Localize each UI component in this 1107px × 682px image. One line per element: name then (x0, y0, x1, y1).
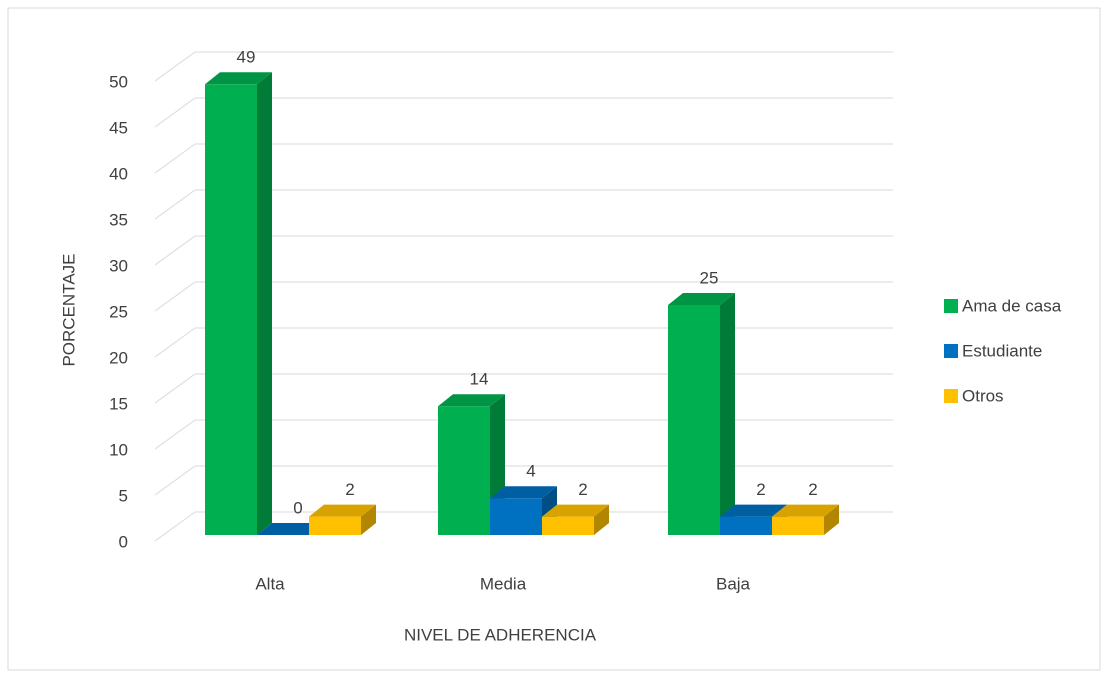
bar-face (309, 504, 376, 517)
grid-line-side (154, 235, 196, 266)
grid-line-side (154, 511, 196, 542)
bar-face (490, 498, 542, 535)
legend-swatch (944, 299, 958, 313)
bar (772, 504, 839, 535)
value-label: 2 (345, 480, 354, 499)
legend-label: Estudiante (962, 341, 1042, 360)
bar-face (205, 72, 272, 85)
y-axis-label: PORCENTAJE (59, 253, 78, 366)
legend-label: Otros (962, 386, 1004, 405)
legend-swatch (944, 389, 958, 403)
bar-face (309, 516, 361, 535)
bar-face (257, 523, 324, 535)
grid-line-side (154, 281, 196, 312)
legend-swatch (944, 344, 958, 358)
bar-face (205, 84, 257, 535)
value-label: 2 (808, 480, 817, 499)
bar-face (772, 504, 839, 517)
y-tick-label: 10 (109, 440, 128, 459)
bar (257, 523, 324, 535)
bar-face (438, 406, 490, 535)
y-tick-label: 15 (109, 394, 128, 413)
x-tick-label: Alta (255, 574, 285, 593)
y-tick-label: 25 (109, 302, 128, 321)
bar-face (542, 504, 609, 517)
x-tick-label: Media (480, 574, 527, 593)
bar-face (542, 516, 594, 535)
bar-face (361, 504, 376, 535)
bar-face (824, 504, 839, 535)
grid-line-side (154, 143, 196, 174)
y-tick-label: 50 (109, 72, 128, 91)
grid-line-side (154, 327, 196, 358)
grid-line-side (154, 373, 196, 404)
grid-line-side (154, 97, 196, 128)
value-label: 49 (237, 48, 256, 67)
value-label: 4 (526, 462, 535, 481)
value-label: 2 (756, 480, 765, 499)
grid-line-side (154, 51, 196, 82)
y-tick-label: 30 (109, 256, 128, 275)
y-tick-label: 40 (109, 164, 128, 183)
y-tick-label: 0 (119, 532, 128, 551)
x-tick-label: Baja (716, 574, 751, 593)
y-tick-label: 35 (109, 210, 128, 229)
grid-line-side (154, 419, 196, 450)
bar-face (668, 305, 720, 535)
y-tick-label: 45 (109, 118, 128, 137)
bar-face (490, 486, 557, 499)
x-axis-label: NIVEL DE ADHERENCIA (404, 625, 597, 644)
bar-face (594, 504, 609, 535)
value-label: 2 (578, 480, 587, 499)
y-tick-label: 20 (109, 348, 128, 367)
grid-line-side (154, 465, 196, 496)
bar (205, 72, 272, 535)
bar-face (257, 72, 272, 535)
bar-face (438, 394, 505, 407)
y-tick-label: 5 (119, 486, 128, 505)
bar-face (772, 516, 824, 535)
bar (668, 293, 735, 535)
value-label: 25 (700, 268, 719, 287)
bar-face (720, 504, 787, 517)
legend-label: Ama de casa (962, 296, 1062, 315)
value-label: 0 (293, 498, 302, 517)
value-label: 14 (470, 370, 489, 389)
bar-face (720, 293, 735, 535)
bar (309, 504, 376, 535)
grid-line-side (154, 189, 196, 220)
bar-face (720, 516, 772, 535)
bar-face (668, 293, 735, 305)
chart-border (7, 7, 1101, 671)
bar (542, 504, 609, 535)
